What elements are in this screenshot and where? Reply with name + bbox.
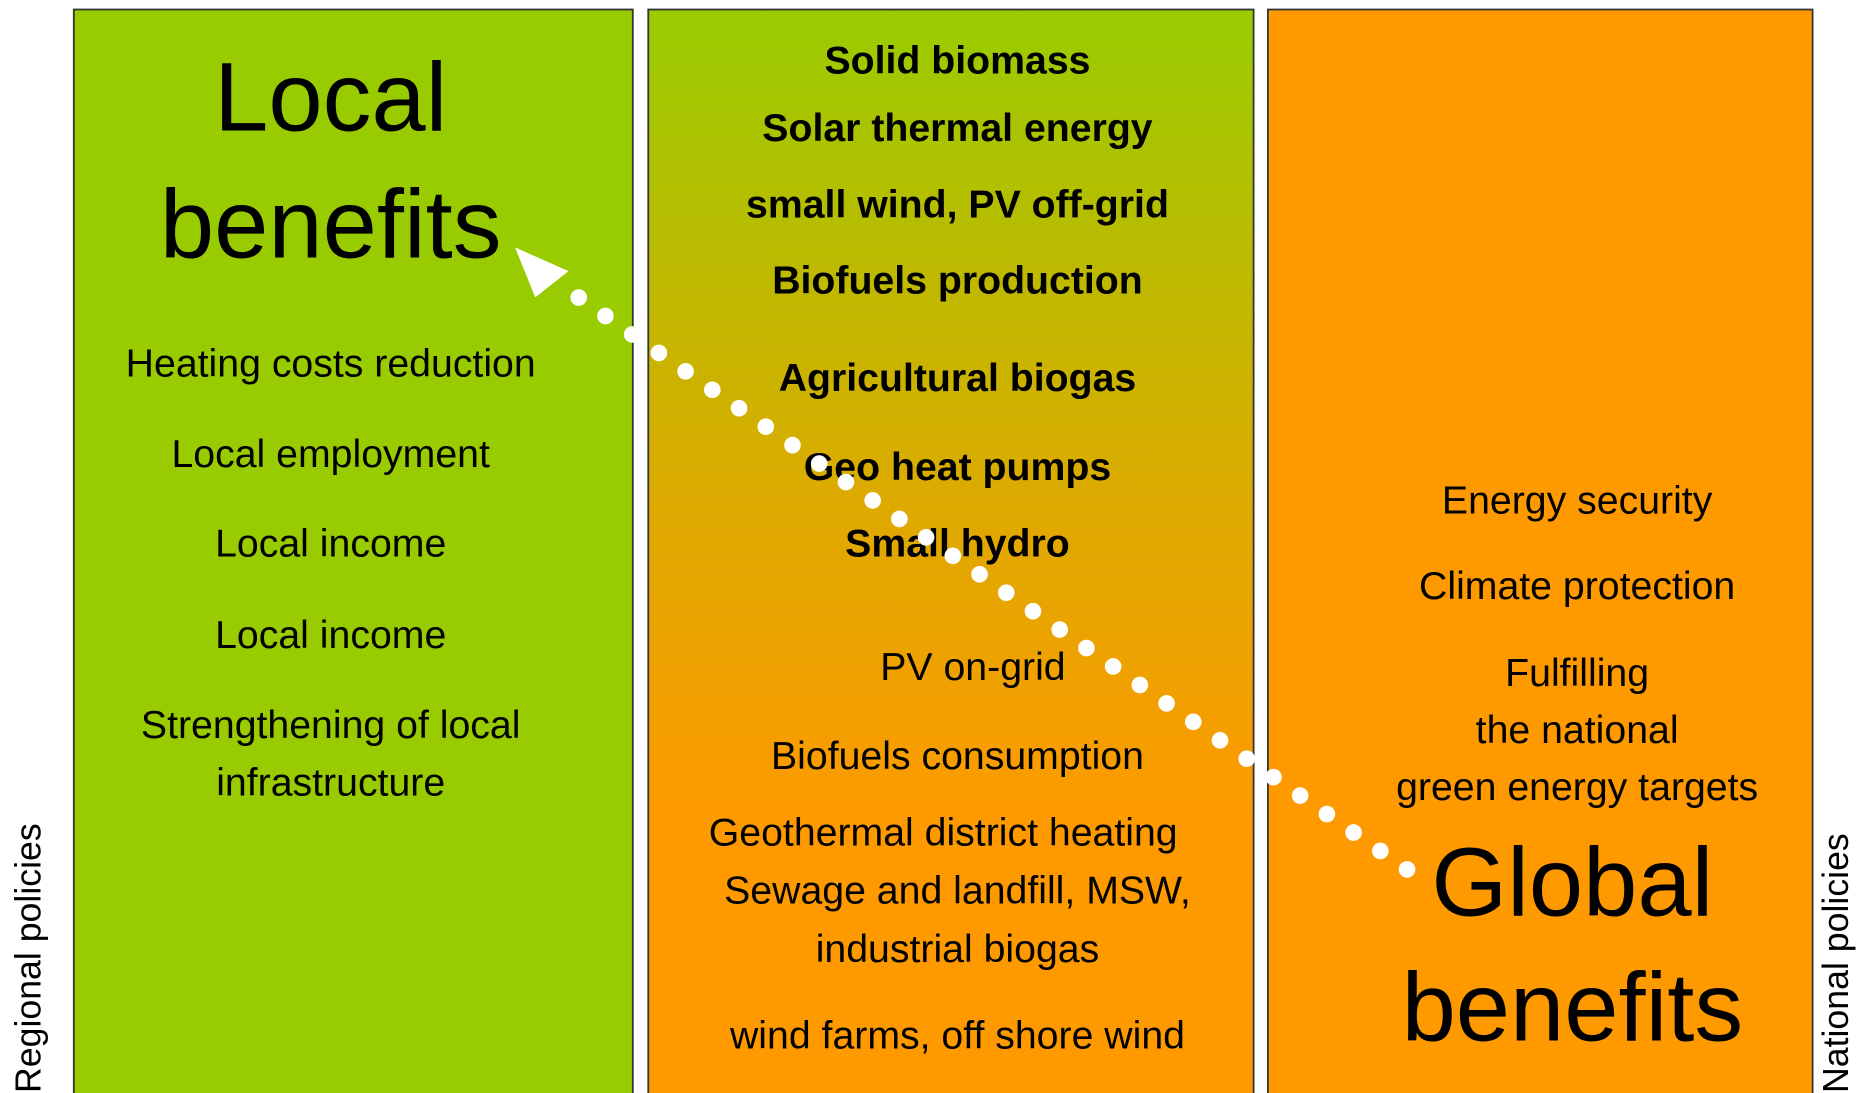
source-text: Sewage and landfill, MSW, xyxy=(724,869,1191,913)
benefit-text: green energy targets xyxy=(1396,765,1758,809)
right-panel xyxy=(1267,8,1814,1093)
side-label: National policies xyxy=(1816,833,1856,1093)
benefit-text: Fulfilling xyxy=(1505,651,1649,695)
benefit-text: Local income xyxy=(215,613,446,657)
column-title: Global xyxy=(1431,827,1713,936)
column-title: benefits xyxy=(1402,952,1744,1061)
source-text: wind farms, off shore wind xyxy=(729,1014,1185,1058)
source-text: PV on-grid xyxy=(880,645,1065,689)
column-title: Local xyxy=(214,42,447,151)
benefit-text: Local income xyxy=(215,521,446,565)
source-text: Agricultural biogas xyxy=(779,356,1137,400)
source-text: Geothermal district heating xyxy=(709,810,1178,854)
source-text: Geo heat pumps xyxy=(804,445,1111,489)
source-text: small wind, PV off-grid xyxy=(746,182,1169,226)
dotted-arrow xyxy=(545,272,1416,878)
source-text: industrial biogas xyxy=(816,927,1100,971)
texts: Local benefits Heating costs reduction Loca… xyxy=(126,38,1758,1061)
column-title: benefits xyxy=(160,170,502,279)
side-label: Regional policies xyxy=(8,823,48,1093)
source-text: Solid biomass xyxy=(824,38,1090,82)
source-text: Solar thermal energy xyxy=(762,106,1152,150)
benefit-text: the national xyxy=(1476,708,1679,752)
benefit-text: Strengthening of local xyxy=(141,703,521,747)
benefit-text: infrastructure xyxy=(216,760,445,804)
arrow-head xyxy=(515,247,569,298)
benefit-text: Local employment xyxy=(171,432,489,476)
source-text: Biofuels production xyxy=(772,258,1143,302)
benefit-text: Climate protection xyxy=(1419,564,1735,608)
benefit-text: Heating costs reduction xyxy=(126,342,536,386)
benefit-text: Energy security xyxy=(1442,478,1713,522)
source-text: Biofuels consumption xyxy=(771,734,1144,778)
left-panel xyxy=(72,8,634,1093)
